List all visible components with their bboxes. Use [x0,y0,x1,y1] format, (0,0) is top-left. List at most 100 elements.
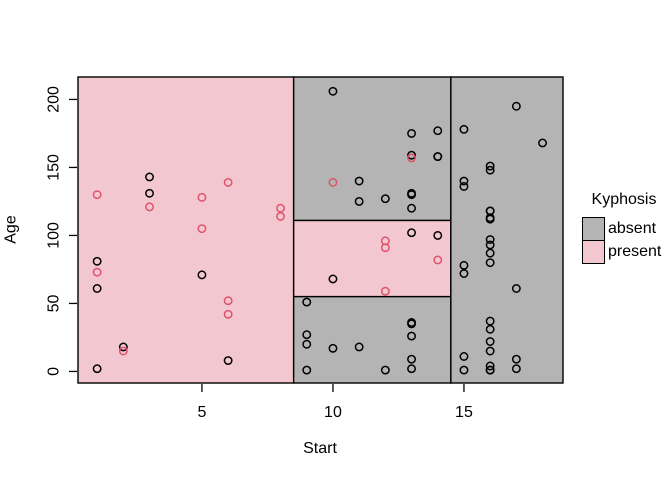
legend: Kyphosis absent present [582,190,672,264]
data-point-absent [407,354,417,364]
data-point-absent [511,364,521,374]
partition-region-absent [292,295,452,384]
data-point-absent [485,206,495,216]
data-point-absent [407,188,417,198]
partition-region-present [292,219,452,298]
y-tick-label: 0 [46,367,63,376]
data-point-absent [145,172,154,182]
data-point-absent [407,364,417,374]
y-tick-label: 200 [46,86,63,113]
data-point-absent [302,365,312,375]
data-point-present [223,309,233,319]
data-point-present [276,203,285,213]
data-point-absent [459,182,469,191]
x-tick-label: 10 [324,404,342,421]
x-axis-title: Start [303,440,337,457]
data-point-absent [407,318,417,327]
data-point-absent [485,214,495,224]
data-point-absent [485,161,495,171]
data-point-absent [302,330,312,340]
data-point-absent [459,260,469,270]
legend-entries: absent present [582,217,672,264]
data-point-absent [459,124,469,134]
data-point-absent [197,270,207,280]
data-point-present [145,202,154,212]
data-point-absent [302,297,312,307]
y-tick-label: 100 [46,222,63,249]
data-point-present [380,243,390,253]
data-point-absent [380,365,390,375]
data-point-absent [407,331,417,341]
data-point-absent [354,176,364,186]
legend-swatch-absent [582,217,605,241]
data-point-present [433,255,443,265]
data-point-absent [433,230,443,240]
legend-label-present: present [608,243,662,260]
data-point-present [407,153,417,163]
data-point-present [92,190,102,200]
data-point-absent [328,86,338,96]
data-point-absent [433,152,443,162]
data-point-absent [459,365,469,375]
data-point-absent [511,354,521,364]
data-point-absent [485,361,495,371]
y-tick-label: 150 [46,154,63,181]
legend-entry-absent: absent [582,217,672,241]
data-point-absent [485,258,495,268]
partition-region-absent [292,76,452,222]
data-point-absent [433,126,443,136]
data-point-absent [485,365,495,375]
data-point-absent [407,128,417,138]
data-point-absent [485,316,495,326]
partition-region-absent [450,76,564,384]
data-point-present [223,177,233,187]
data-point-absent [485,248,495,258]
data-point-absent [354,196,364,206]
data-point-absent [459,269,469,278]
data-point-absent [328,343,338,353]
data-point-absent [92,364,102,374]
data-point-absent [485,165,495,175]
x-tick-label: 5 [197,404,206,421]
data-point-absent [92,284,102,293]
data-point-absent [511,284,521,293]
y-axis-title: Age [2,215,20,244]
data-point-present [223,296,233,306]
data-point-present [197,224,207,234]
data-point-absent [328,274,338,284]
data-point-absent [459,176,469,186]
partition-region-present [77,76,295,384]
data-point-absent [145,188,154,198]
data-point-absent [485,235,495,244]
data-point-present [197,192,207,202]
data-point-absent [407,228,417,238]
data-point-absent [223,356,233,366]
data-point-absent [538,138,548,148]
data-point-present [92,267,102,277]
legend-title: Kyphosis [591,191,657,208]
legend-label-absent: absent [608,220,657,237]
data-point-absent [407,150,417,160]
data-point-absent [485,337,495,346]
data-point-absent [459,352,469,361]
y-tick-label: 50 [46,294,63,312]
data-point-present [118,346,128,356]
data-point-absent [485,346,495,356]
x-tick-label: 15 [455,404,473,421]
data-point-absent [302,339,312,349]
legend-entry-present: present [582,240,672,264]
data-point-absent [92,256,102,266]
data-point-absent [118,342,128,352]
data-point-absent [485,324,495,334]
data-point-absent [354,342,364,352]
data-point-present [276,211,285,221]
data-point-absent [511,101,521,111]
data-point-absent [485,240,495,250]
data-point-present [328,177,338,187]
data-point-absent [407,203,417,213]
data-point-present [380,286,390,296]
legend-swatch-present [582,240,605,264]
data-point-absent [380,194,390,204]
